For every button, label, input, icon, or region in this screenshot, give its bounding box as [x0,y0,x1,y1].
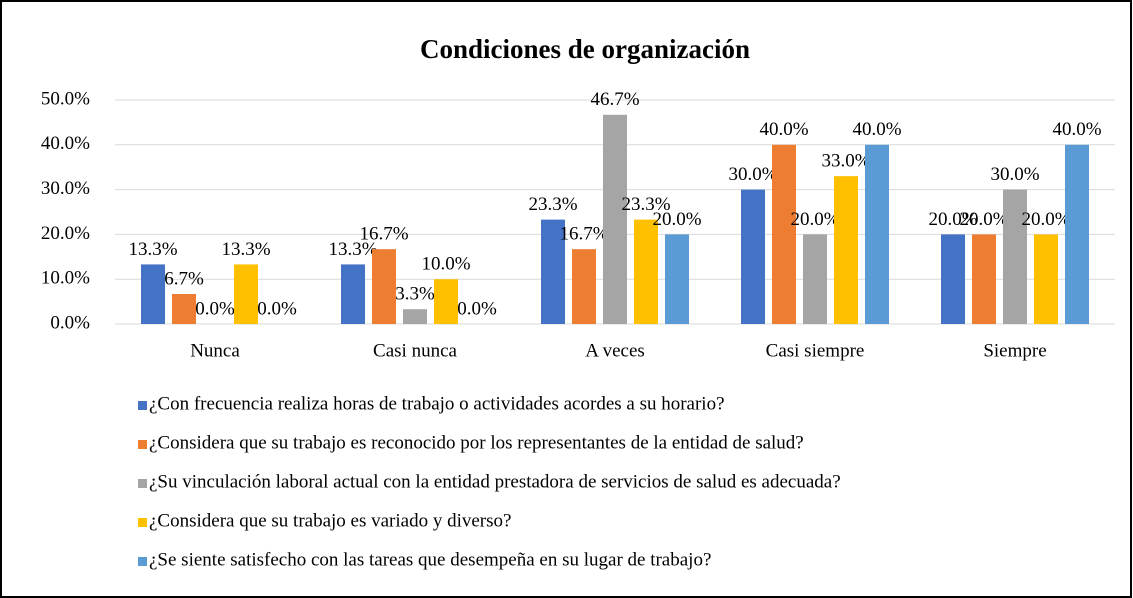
data-label: 20.0% [1021,209,1070,230]
y-tick-label: 40.0% [41,133,90,154]
data-label: 30.0% [728,164,777,185]
bar [372,249,396,324]
data-label: 0.0% [195,298,235,319]
data-label: 20.0% [652,209,701,230]
bar [665,234,689,324]
y-tick-label: 30.0% [41,178,90,199]
bar [572,249,596,324]
legend-label: ¿Considera que su trabajo es variado y d… [149,510,511,531]
data-label: 13.3% [221,239,270,260]
legend-swatch [138,440,147,449]
bar [972,234,996,324]
x-tick-label: Casi nunca [373,340,457,361]
bar [1034,234,1058,324]
bar [941,234,965,324]
data-label: 40.0% [852,119,901,140]
data-label: 6.7% [164,268,204,289]
y-tick-label: 50.0% [41,88,90,109]
data-label: 0.0% [257,298,297,319]
bar [834,176,858,324]
bar [541,219,565,324]
legend-label: ¿Con frecuencia realiza horas de trabajo… [149,393,725,414]
bar [741,189,765,324]
bar [434,279,458,324]
data-label: 13.3% [328,239,377,260]
data-label: 13.3% [128,239,177,260]
bar [772,144,796,324]
legend-swatch [138,479,147,488]
data-label: 16.7% [559,224,608,245]
bar [341,264,365,324]
x-tick-label: Nunca [190,340,240,361]
bar [603,114,627,324]
data-label: 20.0% [928,209,977,230]
legend-swatch [138,518,147,527]
bar [141,264,165,324]
y-tick-label: 10.0% [41,268,90,289]
data-label: 33.0% [821,151,870,172]
data-label: 3.3% [395,284,435,305]
bar [634,219,658,324]
x-tick-label: Casi siempre [766,340,865,361]
x-tick-label: A veces [585,340,645,361]
data-label: 40.0% [1052,119,1101,140]
x-tick-label: Siempre [983,340,1046,361]
bar [1065,144,1089,324]
data-label: 23.3% [528,194,577,215]
data-label: 10.0% [421,254,470,275]
y-tick-label: 20.0% [41,223,90,244]
data-label: 23.3% [621,194,670,215]
data-label: 20.0% [959,209,1008,230]
y-tick-label: 0.0% [50,312,90,333]
legend-label: ¿Considera que su trabajo es reconocido … [149,432,804,453]
data-label: 40.0% [759,119,808,140]
legend-label: ¿Su vinculación laboral actual con la en… [149,471,841,492]
bar [403,309,427,324]
bar [1003,189,1027,324]
legend-label: ¿Se siente satisfecho con las tareas que… [149,549,711,570]
legend-swatch [138,557,147,566]
data-label: 16.7% [359,224,408,245]
data-label: 30.0% [990,164,1039,185]
bar [172,293,196,324]
bar [234,264,258,324]
legend-swatch [138,401,147,410]
bar [865,144,889,324]
chart-title: Condiciones de organización [420,34,750,64]
data-label: 46.7% [590,89,639,110]
bar [803,234,827,324]
data-label: 20.0% [790,209,839,230]
data-label: 0.0% [457,298,497,319]
